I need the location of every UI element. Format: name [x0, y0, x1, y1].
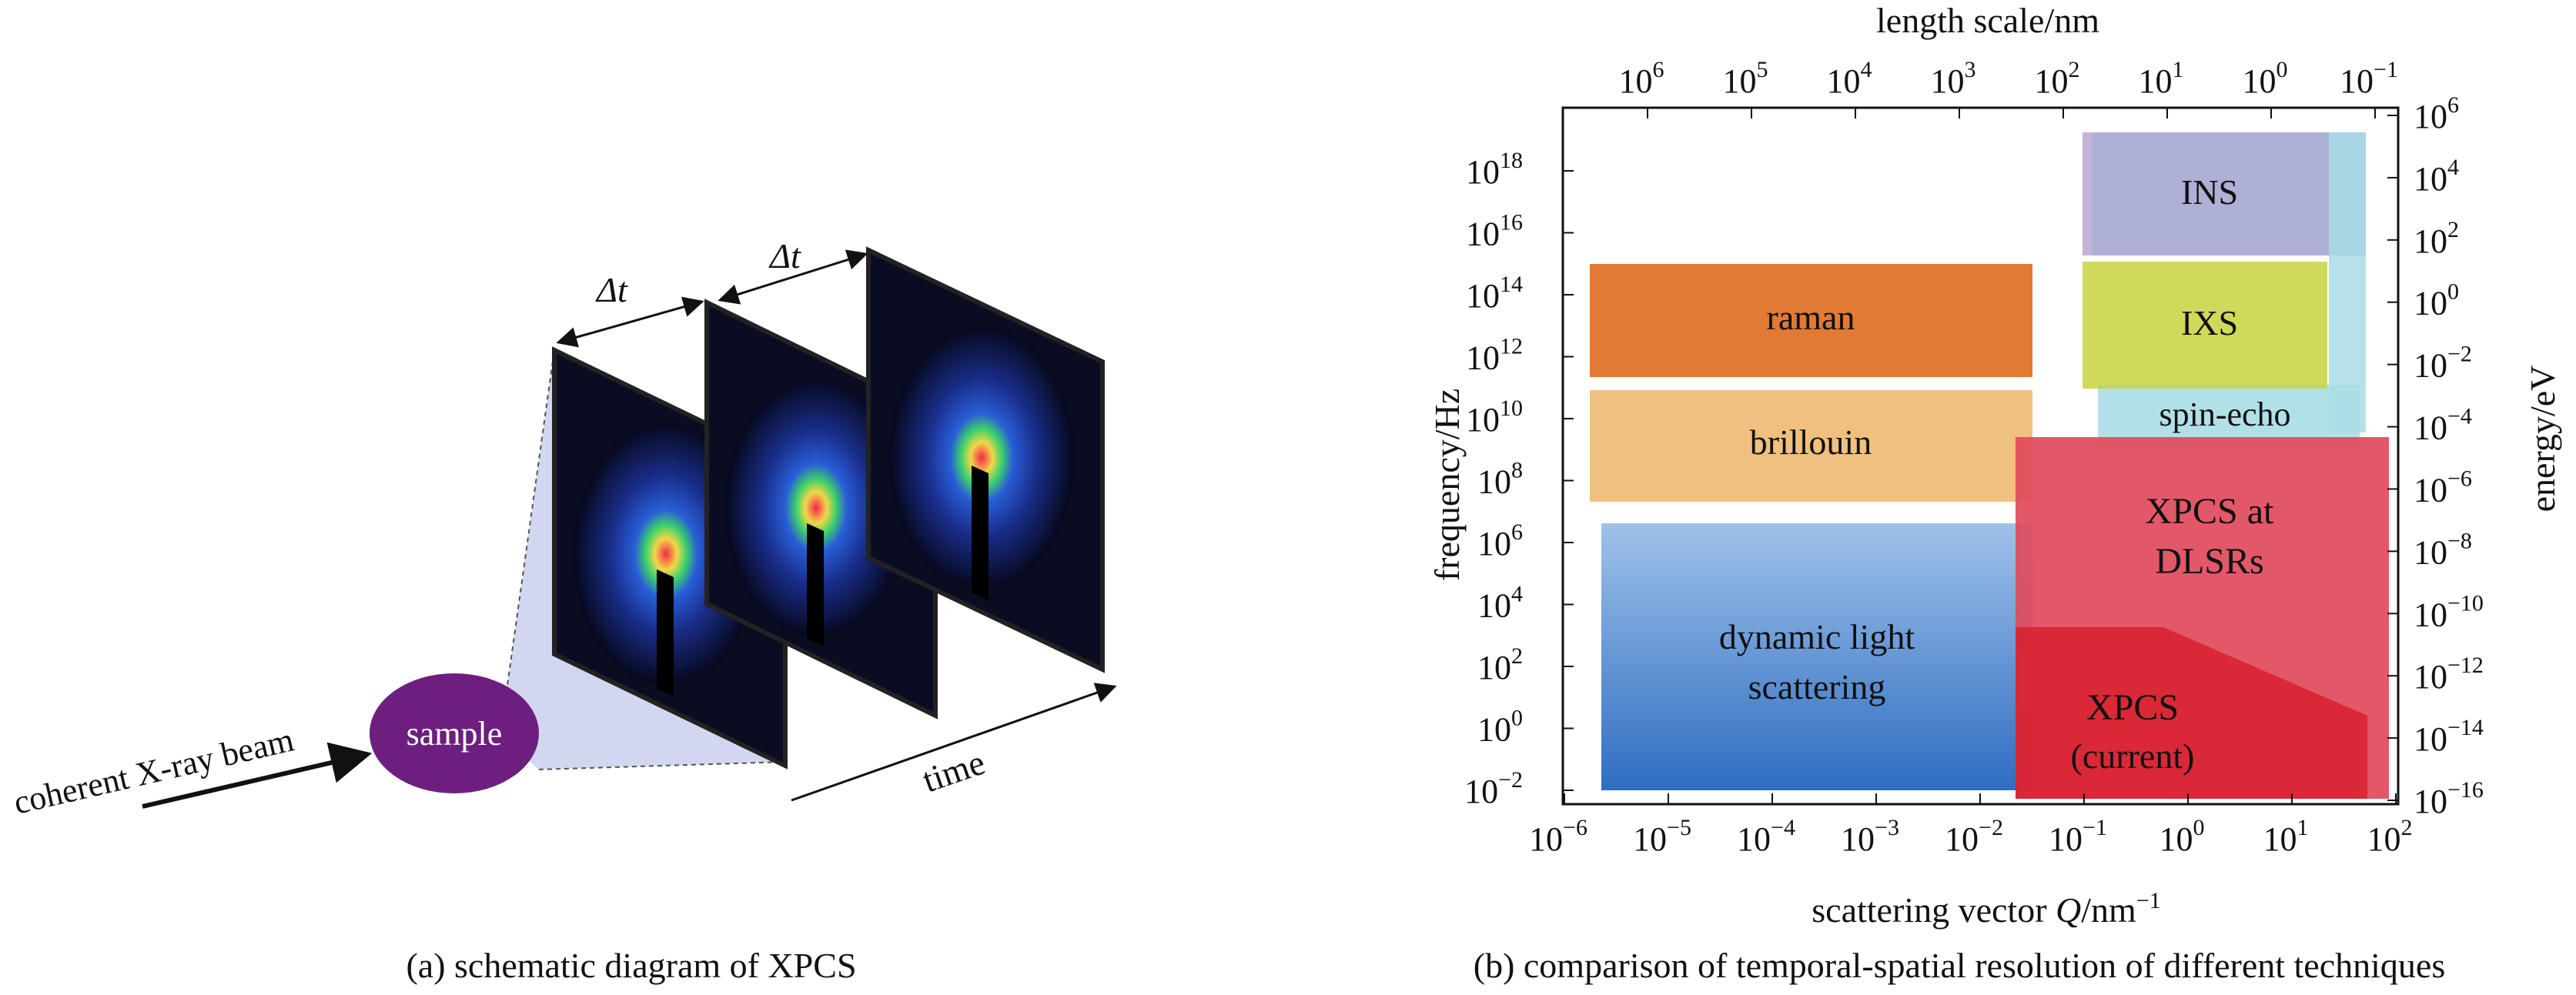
bottom-tick-label: 10−6 — [1529, 815, 1587, 858]
bottom-tick-label: 100 — [2159, 815, 2205, 858]
time-arrow — [791, 683, 1117, 802]
top-axis-ticks: 106 105 104 103 102 101 100 10−1 — [1619, 57, 2398, 119]
top-tick-label: 101 — [2139, 57, 2184, 100]
top-tick-label: 10−1 — [2340, 57, 2398, 100]
sample-disc — [370, 673, 539, 793]
right-tick-label: 10−16 — [2414, 777, 2484, 820]
delta-t-arrow-2 — [718, 249, 868, 305]
left-tick-label: 1014 — [1466, 272, 1523, 315]
right-tick-label: 106 — [2414, 92, 2459, 135]
bottom-tick-label: 10−2 — [1945, 815, 2003, 858]
label-spin-echo: spin-echo — [2159, 396, 2290, 433]
left-tick-label: 104 — [1477, 582, 1523, 625]
top-tick-label: 105 — [1723, 57, 1768, 100]
panel-a-schematic: Δt Δt time sample coherent X-ray beam (a… — [10, 236, 1117, 985]
bottom-axis-ticks: 10−6 10−5 10−4 10−3 10−2 10−1 100 101 102 — [1529, 793, 2413, 858]
top-axis-title: length scale/nm — [1876, 1, 2099, 40]
region-brillouin — [1590, 390, 2032, 502]
right-tick-label: 10−6 — [2414, 466, 2472, 509]
bottom-tick-label: 102 — [2367, 815, 2413, 858]
caption-b: (b) comparison of temporal-spatial resol… — [1474, 946, 2445, 985]
delta-t-label-1: Δt — [595, 270, 628, 309]
top-tick-label: 106 — [1619, 57, 1664, 100]
bottom-tick-label: 10−3 — [1841, 815, 1899, 858]
region-ixs — [2083, 262, 2327, 389]
xray-beam-arrow — [142, 742, 373, 809]
right-tick-label: 10−10 — [2414, 590, 2484, 633]
label-ixs: IXS — [2181, 303, 2238, 342]
label-ins: INS — [2181, 172, 2238, 212]
label-xpcs-current-1: XPCS — [2086, 687, 2179, 728]
right-axis-title: energy/eV — [2523, 366, 2562, 513]
sample-label: sample — [406, 715, 503, 753]
right-tick-label: 10−4 — [2414, 404, 2472, 447]
left-tick-label: 108 — [1477, 458, 1523, 501]
caption-a: (a) schematic diagram of XPCS — [406, 946, 856, 985]
bottom-tick-label: 10−1 — [2049, 815, 2107, 858]
right-tick-label: 10−12 — [2414, 653, 2484, 696]
delta-t-label-2: Δt — [768, 236, 801, 275]
bottom-tick-label: 101 — [2263, 815, 2309, 858]
beam-label: coherent X-ray beam — [10, 720, 297, 821]
region-raman — [1590, 264, 2032, 377]
delta-t-arrow-1 — [556, 296, 704, 348]
detector-frame-3 — [866, 246, 1105, 673]
left-tick-label: 1018 — [1466, 148, 1523, 191]
label-xpcs-dlsr-2: DLSRs — [2155, 541, 2263, 582]
right-tick-label: 104 — [2414, 155, 2459, 198]
left-axis-ticks: 1018 1016 1014 1012 1010 108 106 104 102 100 10−2 — [1464, 148, 1574, 810]
top-tick-label: 100 — [2243, 57, 2288, 100]
right-tick-label: 10−8 — [2414, 528, 2472, 571]
top-tick-label: 103 — [1931, 57, 1976, 100]
left-tick-label: 106 — [1477, 519, 1523, 563]
left-tick-label: 1010 — [1466, 396, 1523, 439]
region-dls — [1601, 523, 2032, 790]
right-tick-label: 10−2 — [2414, 342, 2472, 385]
left-tick-label: 1016 — [1466, 210, 1523, 253]
label-raman: raman — [1767, 298, 1855, 337]
left-axis-title: frequency/Hz — [1427, 389, 1467, 581]
label-brillouin: brillouin — [1750, 422, 1872, 462]
left-tick-label: 10−2 — [1464, 767, 1523, 810]
left-tick-label: 100 — [1477, 706, 1523, 749]
region-spin-echo — [2098, 385, 2360, 446]
region-ins — [2083, 132, 2366, 255]
top-tick-label: 104 — [1827, 57, 1872, 100]
right-tick-label: 102 — [2414, 217, 2459, 260]
left-tick-label: 1012 — [1466, 334, 1523, 377]
right-tick-label: 10−14 — [2414, 715, 2484, 758]
panel-b-chart: raman brillouin dynamic light scattering… — [1427, 1, 2562, 985]
region-xpcs-current — [2016, 627, 2367, 799]
bottom-tick-label: 10−4 — [1737, 815, 1795, 858]
label-xpcs-dlsr-1: XPCS at — [2146, 491, 2274, 532]
bottom-axis-title: scattering vector Q/nm−1 — [1812, 888, 2160, 930]
bottom-tick-label: 10−5 — [1633, 815, 1691, 858]
label-dls-1: dynamic light — [1719, 617, 1915, 656]
label-xpcs-current-2: (current) — [2071, 736, 2195, 776]
left-tick-label: 102 — [1477, 643, 1523, 686]
right-axis-ticks: 106 104 102 100 10−2 10−4 10−6 10−8 10−10 10−12 10… — [2387, 92, 2484, 820]
top-tick-label: 102 — [2035, 57, 2080, 100]
right-tick-label: 100 — [2414, 279, 2459, 322]
label-dls-2: scattering — [1748, 667, 1886, 706]
